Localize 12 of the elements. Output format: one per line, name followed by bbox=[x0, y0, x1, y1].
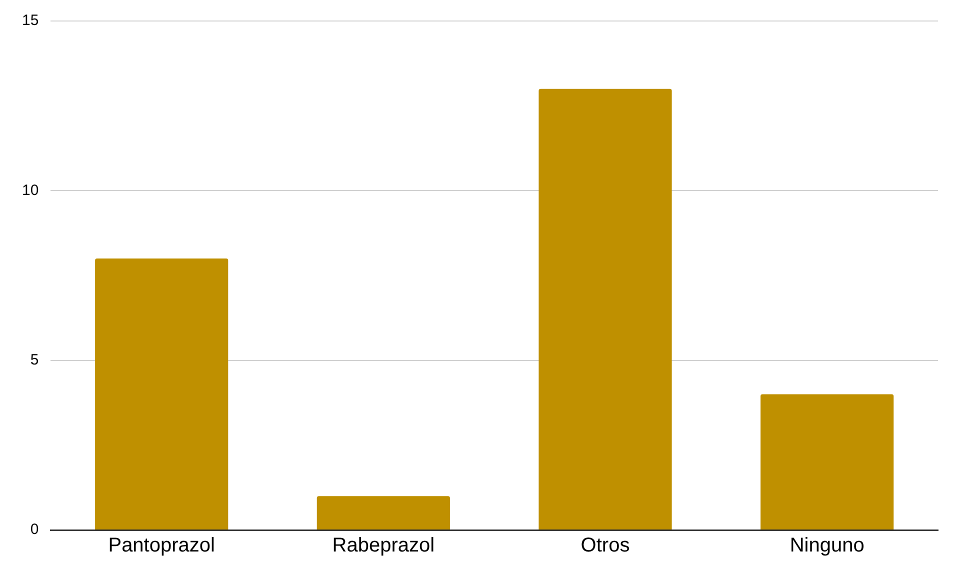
bar bbox=[316, 496, 450, 530]
x-tick-label: Ninguno bbox=[790, 534, 864, 557]
y-tick-label: 15 bbox=[22, 12, 39, 30]
y-tick-label: 10 bbox=[22, 182, 39, 199]
y-tick-label: 0 bbox=[30, 521, 39, 538]
x-tick-label: Rabeprazol bbox=[332, 534, 435, 557]
x-tick-label: Otros bbox=[580, 534, 630, 557]
bar bbox=[95, 258, 228, 530]
x-tick-label: Pantoprazol bbox=[108, 534, 215, 557]
bar bbox=[538, 88, 672, 530]
y-tick-label: 5 bbox=[30, 351, 39, 368]
bar bbox=[760, 394, 894, 530]
